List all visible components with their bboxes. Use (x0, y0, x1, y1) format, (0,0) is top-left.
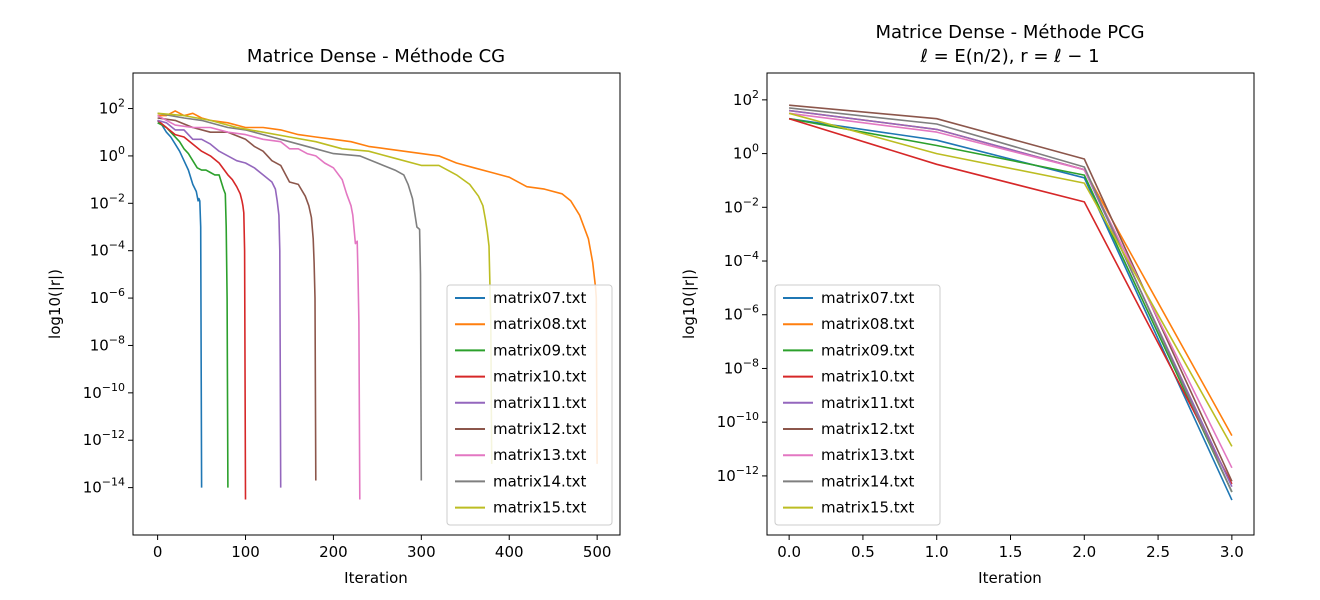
x-tick-label: 200 (319, 543, 348, 561)
chart-cg: Matrice Dense - Méthode CG 0 100 200 300 400… (46, 46, 621, 587)
series-line (157, 112, 493, 464)
y-tick-label: 10−4 (724, 249, 759, 270)
legend-entry: matrix15.txt (493, 499, 587, 517)
chart-subtitle: ℓ = E(n/2), r = ℓ − 1 (919, 46, 1099, 67)
series-line (157, 122, 229, 488)
y-tick-label: 10−2 (90, 191, 125, 212)
y-tick-label: 100 (99, 144, 125, 165)
legend-box (774, 284, 941, 526)
legend: matrix07.txt matrix08.txt matrix09.txt matr… (446, 284, 613, 526)
y-tick-label: 10−8 (90, 333, 125, 354)
legend-entry: matrix15.txt (821, 499, 915, 517)
x-tick-label: 0.0 (777, 543, 801, 561)
y-tick-label: 10−14 (83, 476, 125, 497)
x-tick-label: 3.0 (1220, 543, 1244, 561)
y-tick-label: 10−2 (724, 195, 759, 216)
legend-entry: matrix08.txt (821, 315, 915, 333)
legend-entry: matrix13.txt (493, 446, 587, 464)
legend: matrix07.txt matrix08.txt matrix09.txt matr… (774, 284, 941, 526)
x-tick-label: 300 (407, 543, 436, 561)
chart-title: Matrice Dense - Méthode PCG (875, 22, 1144, 43)
y-axis-label: log10(|r|) (46, 269, 64, 339)
series-line (157, 119, 247, 500)
legend-entry: matrix14.txt (821, 472, 915, 490)
series-line (157, 119, 203, 488)
y-tick-label: 10−8 (724, 356, 759, 377)
legend-entry: matrix10.txt (493, 368, 587, 386)
legend-entry: matrix11.txt (493, 394, 587, 412)
x-axis-label: Iteration (344, 569, 408, 587)
y-tick-label: 10−6 (724, 303, 759, 324)
y-tick-label: 10−12 (717, 464, 759, 485)
plot-frame (766, 72, 1255, 536)
y-tick-label: 10−12 (83, 428, 125, 449)
legend-entry: matrix14.txt (493, 472, 587, 490)
series-line (789, 107, 1233, 493)
y-tick-label: 10−6 (90, 286, 125, 307)
legend-entry: matrix10.txt (821, 368, 915, 386)
series-line (157, 114, 361, 500)
series-line (788, 117, 1233, 501)
chart-title: Matrice Dense - Méthode CG (247, 46, 505, 67)
ticks-layer: 0 100 200 300 400 500 102 100 10−2 10−4 10−6 10−8 10… (83, 97, 612, 561)
legend-entry: matrix11.txt (821, 394, 915, 412)
x-tick-label: 400 (495, 543, 524, 561)
legend-entry: matrix09.txt (821, 341, 915, 359)
legend-entry: matrix12.txt (493, 420, 587, 438)
series-line (157, 119, 282, 488)
x-tick-label: 1.5 (999, 543, 1023, 561)
plot-frame (132, 72, 621, 536)
legend-entry: matrix13.txt (821, 446, 915, 464)
series-line (788, 112, 1233, 447)
x-axis-label: Iteration (978, 569, 1042, 587)
ticks-layer: 0.0 0.5 1.0 1.5 2.0 2.5 3.0 102 100 10−2 10−4 10−6 1… (717, 88, 1244, 561)
y-tick-label: 100 (733, 142, 759, 163)
legend-box (446, 284, 613, 526)
legend-entry: matrix07.txt (821, 289, 915, 307)
legend-entry: matrix09.txt (493, 341, 587, 359)
y-tick-label: 10−4 (90, 239, 125, 260)
series-line (788, 112, 1233, 469)
x-tick-label: 1.0 (925, 543, 949, 561)
series-layer (788, 104, 1233, 501)
x-tick-label: 0.5 (851, 543, 875, 561)
legend-entry: matrix08.txt (493, 315, 587, 333)
legend-entry: matrix07.txt (493, 289, 587, 307)
y-tick-label: 10−10 (717, 410, 759, 431)
y-axis-label: log10(|r|) (680, 269, 698, 339)
series-line (157, 112, 423, 481)
series-line (788, 117, 1233, 493)
x-tick-label: 2.0 (1072, 543, 1096, 561)
x-tick-label: 100 (231, 543, 260, 561)
chart-pcg: Matrice Dense - Méthode PCG ℓ = E(n/2), … (680, 22, 1255, 587)
x-tick-label: 2.5 (1146, 543, 1170, 561)
y-tick-label: 102 (99, 97, 125, 118)
legend-entry: matrix12.txt (821, 420, 915, 438)
x-tick-label: 0 (153, 543, 163, 561)
series-line (157, 117, 317, 481)
x-tick-label: 500 (583, 543, 612, 561)
series-layer (157, 110, 598, 500)
y-tick-label: 10−10 (83, 381, 125, 402)
y-tick-label: 102 (733, 88, 759, 109)
series-line (788, 117, 1233, 485)
